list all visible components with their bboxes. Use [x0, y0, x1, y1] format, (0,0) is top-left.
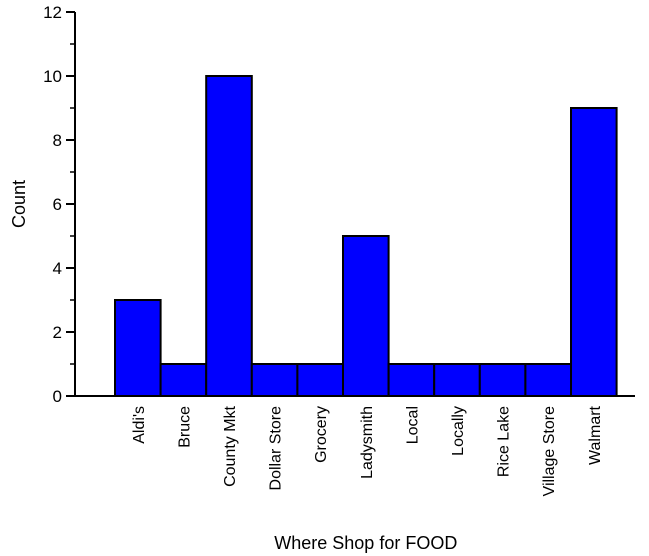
bar-grocery	[296, 363, 344, 397]
bar-ladysmith	[342, 235, 390, 397]
y-tick-label: 8	[53, 131, 62, 150]
x-category-label: Locally	[450, 406, 467, 456]
category-labels-group: Aldi's Bruce County Mkt Dollar Store Grocery…	[131, 405, 604, 496]
x-category-label: Village Store	[541, 406, 558, 497]
bar-rice-lake	[478, 363, 527, 397]
y-axis-title: Count	[9, 180, 29, 228]
x-category-label: Aldi's	[131, 406, 148, 444]
bar-locally	[433, 363, 481, 397]
x-category-label: Walmart	[587, 405, 604, 465]
x-category-label: Grocery	[313, 406, 330, 463]
x-axis-title: Where Shop for FOOD	[274, 533, 457, 553]
bar-local	[387, 363, 436, 397]
y-tick-label: 10	[43, 67, 62, 86]
x-category-label: Bruce	[176, 406, 193, 448]
y-tick-label: 2	[53, 323, 62, 342]
y-tick-label: 6	[53, 195, 62, 214]
bar-walmart	[570, 107, 618, 397]
bars-group	[114, 75, 618, 397]
x-category-label: Dollar Store	[268, 406, 285, 491]
y-tick-label: 0	[53, 387, 62, 406]
x-category-label: Ladysmith	[359, 406, 376, 479]
bar-village-store	[524, 363, 573, 397]
y-tick-label: 12	[43, 3, 62, 22]
bar-county-mkt	[205, 75, 253, 397]
y-ticks-group: 0 2 4 6 8 10 12	[43, 3, 75, 406]
bar-aldi-s	[114, 299, 162, 397]
x-category-label: Rice Lake	[496, 406, 513, 477]
bar-bruce	[159, 363, 208, 397]
y-tick-label: 4	[53, 259, 62, 278]
x-category-label: Local	[404, 406, 421, 444]
bar-dollar-store	[250, 363, 299, 397]
x-category-label: County Mkt	[222, 405, 239, 486]
